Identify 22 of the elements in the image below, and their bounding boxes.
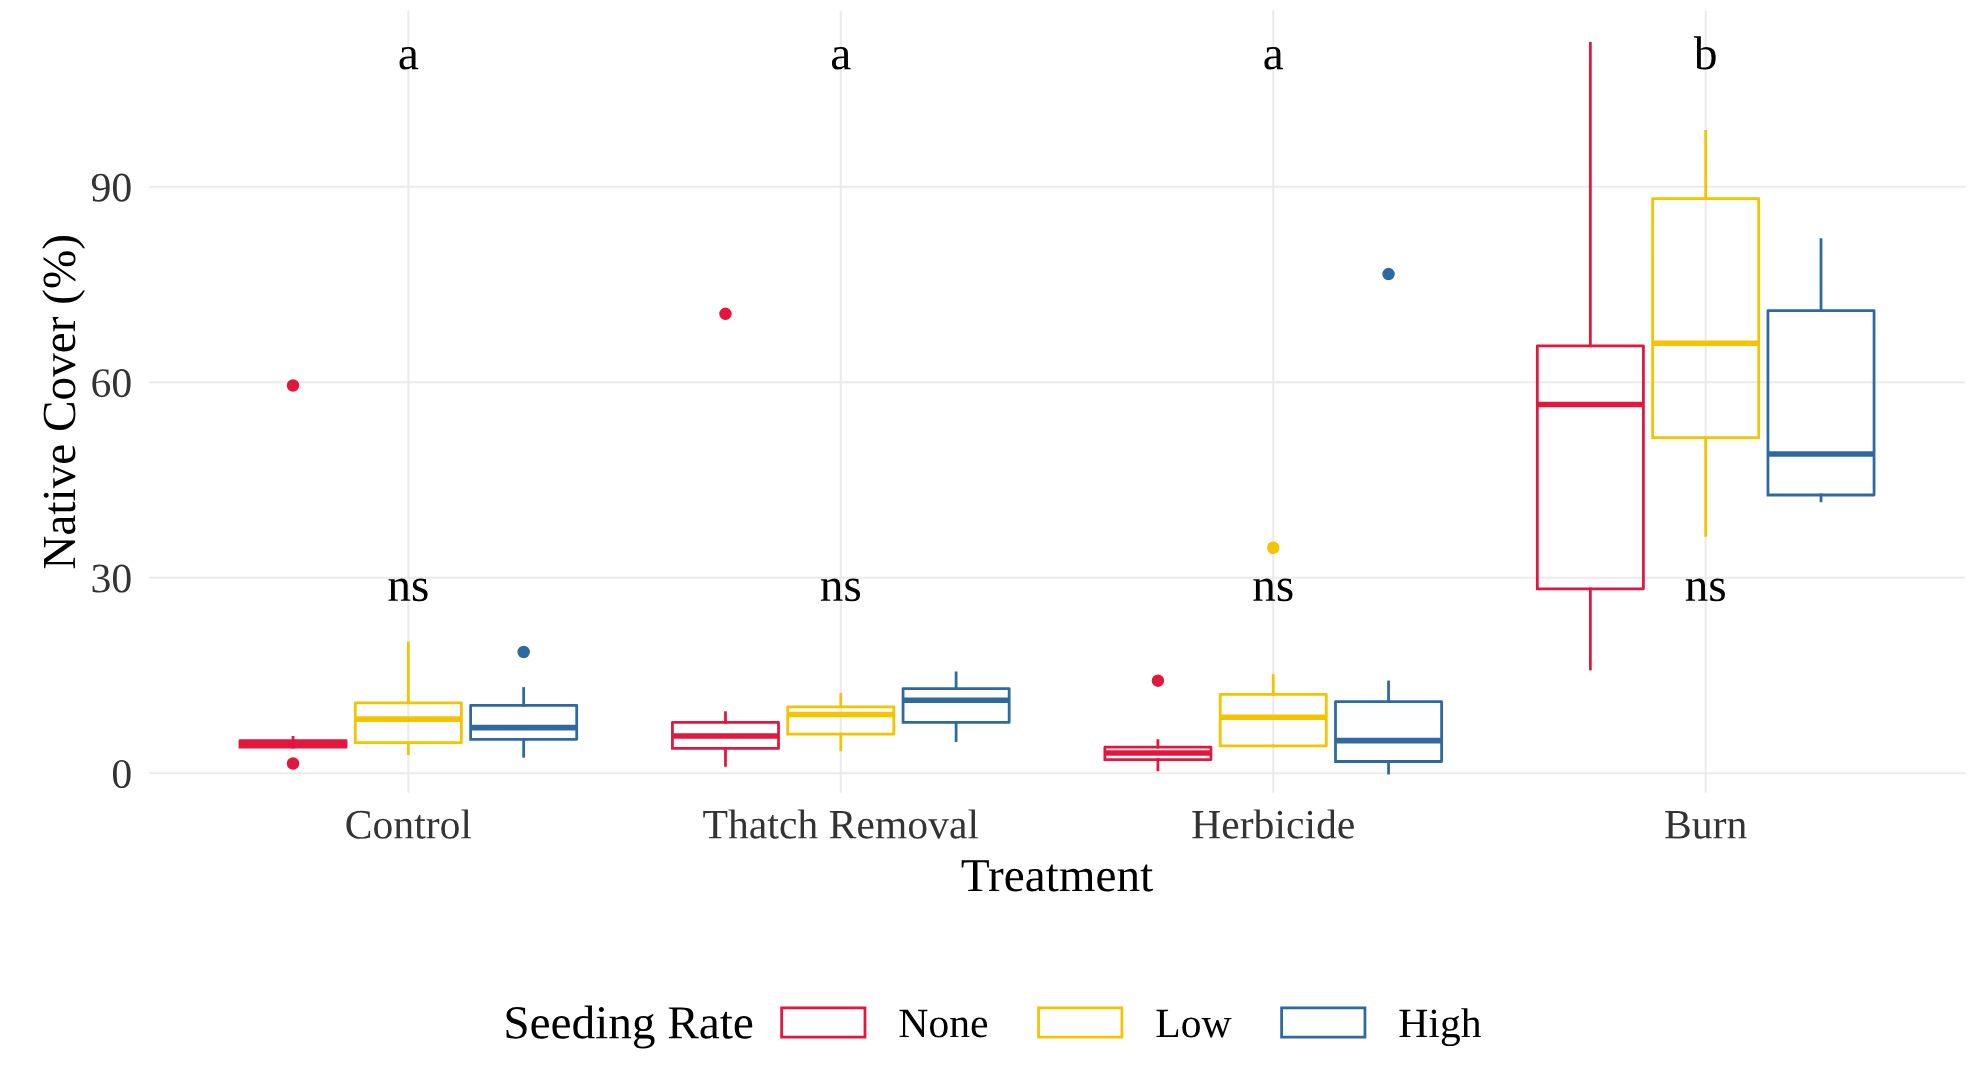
y-axis-title: Native Cover (%) <box>42 236 85 569</box>
legend-label: Low <box>1156 1009 1232 1038</box>
x-tick-label: Control <box>346 809 472 839</box>
legend-title: Seeding Rate <box>506 1005 753 1049</box>
annotation: ns <box>820 578 861 602</box>
legend-label: High <box>1399 1008 1482 1047</box>
legend-label: None <box>899 1009 988 1038</box>
x-tick-label: Herbicide <box>1192 809 1354 839</box>
y-tick-label: 30 <box>92 564 131 593</box>
annotation: a <box>1264 46 1284 70</box>
annotation: ns <box>388 578 428 602</box>
y-tick-label: 90 <box>91 173 131 202</box>
x-axis-title: Treatment <box>961 860 1153 892</box>
y-tick-label: 0 <box>112 759 131 789</box>
annotation: a <box>399 46 419 70</box>
annotation: ns <box>1685 578 1725 602</box>
y-tick-label: 60 <box>92 369 131 398</box>
annotation: a <box>831 46 851 70</box>
x-tick-label: Thatch Removal <box>703 809 979 839</box>
annotation: ns <box>1253 578 1293 602</box>
x-tick-label: Burn <box>1665 811 1747 839</box>
annotation: b <box>1693 36 1716 70</box>
